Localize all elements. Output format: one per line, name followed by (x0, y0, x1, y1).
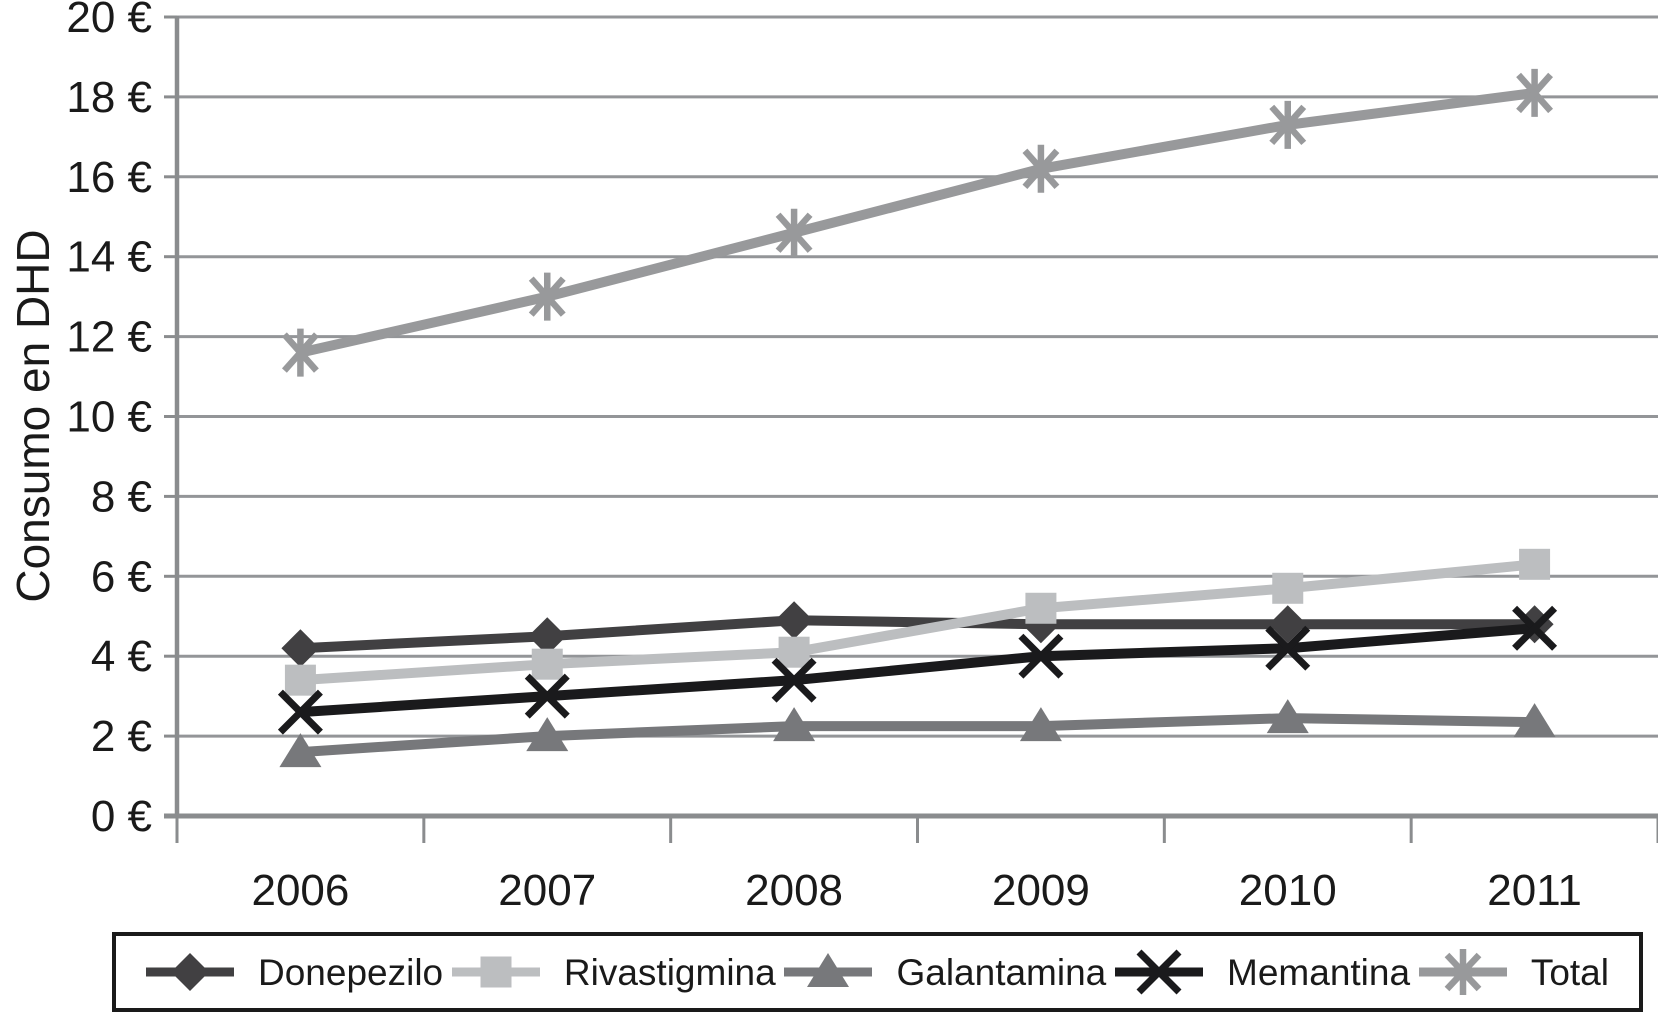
series-marker-triangle (1019, 707, 1062, 742)
series-marker-x (1512, 605, 1558, 651)
series-marker-asterisk (1269, 104, 1307, 146)
series-marker-square (1025, 592, 1057, 624)
series-marker-triangle (1513, 703, 1556, 738)
y-tick-label: 12 € (66, 313, 152, 362)
series-line-galantamina (300, 713, 1535, 758)
series-line-rivastigmina (300, 559, 1536, 686)
y-tick-label: 0 € (91, 792, 152, 841)
x-tick-label: 2006 (251, 866, 349, 915)
series-marker-triangle (1266, 699, 1309, 734)
series-marker-asterisk (1022, 148, 1060, 189)
asterisk-marker-icon (1418, 949, 1507, 995)
legend-box: Donepezilo Rivastigmina Galantamina Memanti… (112, 932, 1643, 1012)
y-tick-label: 4 € (91, 632, 152, 681)
series-line-memantina (300, 623, 1535, 718)
series-line-total (299, 87, 1536, 358)
series-marker-diamond (528, 617, 567, 656)
legend-label: Total (1530, 951, 1609, 993)
x-tick-label: 2011 (1487, 866, 1582, 915)
square-marker-icon (451, 956, 540, 988)
series-marker-asterisk (528, 276, 566, 317)
series-marker-square (531, 648, 563, 680)
legend-item-galantamina: Galantamina (784, 947, 1106, 997)
series-marker-square (1272, 572, 1304, 604)
legend-label: Galantamina (896, 951, 1107, 993)
series-marker-triangle (526, 717, 569, 752)
series-marker-square (284, 664, 316, 696)
legend-item-memantina: Memantina (1115, 947, 1410, 997)
y-tick-label: 2 € (91, 712, 152, 761)
diamond-marker-icon (146, 953, 234, 991)
x-marker-icon (1115, 949, 1204, 995)
y-tick-label: 14 € (66, 233, 152, 282)
x-tick-label: 2008 (745, 866, 843, 915)
series-marker-x (1018, 633, 1064, 679)
series-marker-diamond (1268, 605, 1307, 644)
series-line-donepezilo (300, 615, 1535, 654)
series-marker-triangle (773, 707, 816, 742)
x-tick-label: 2010 (1239, 866, 1337, 915)
legend-item-total: Total (1418, 947, 1609, 997)
y-tick-label: 16 € (66, 153, 152, 202)
y-tick-label: 18 € (66, 73, 152, 122)
series-marker-diamond (775, 601, 814, 640)
series-marker-asterisk (1516, 72, 1554, 114)
series-marker-diamond (281, 629, 320, 668)
legend-item-rivastigmina: Rivastigmina (451, 947, 776, 997)
y-tick-label: 6 € (91, 552, 152, 601)
series-marker-square (1519, 548, 1551, 580)
series-marker-x (277, 689, 323, 735)
series-marker-x (524, 673, 570, 719)
legend-label: Memantina (1227, 951, 1411, 993)
series-marker-x (771, 657, 817, 703)
x-tick-label: 2009 (992, 866, 1090, 915)
triangle-marker-icon (784, 953, 873, 987)
legend-label: Donepezilo (258, 951, 444, 993)
y-tick-label: 8 € (91, 472, 152, 521)
legend-item-donepezilo: Donepezilo (146, 947, 443, 997)
series-marker-asterisk (281, 332, 319, 373)
legend-label: Rivastigmina (563, 951, 776, 993)
y-tick-label: 10 € (66, 393, 152, 442)
series-marker-square (778, 636, 810, 668)
series-marker-asterisk (775, 212, 813, 253)
series-marker-x (1265, 625, 1311, 671)
y-axis-title: Consumo en DHD (7, 229, 59, 603)
series-marker-triangle (279, 733, 322, 768)
x-tick-label: 2007 (498, 866, 596, 915)
y-tick-label: 20 € (66, 0, 152, 42)
